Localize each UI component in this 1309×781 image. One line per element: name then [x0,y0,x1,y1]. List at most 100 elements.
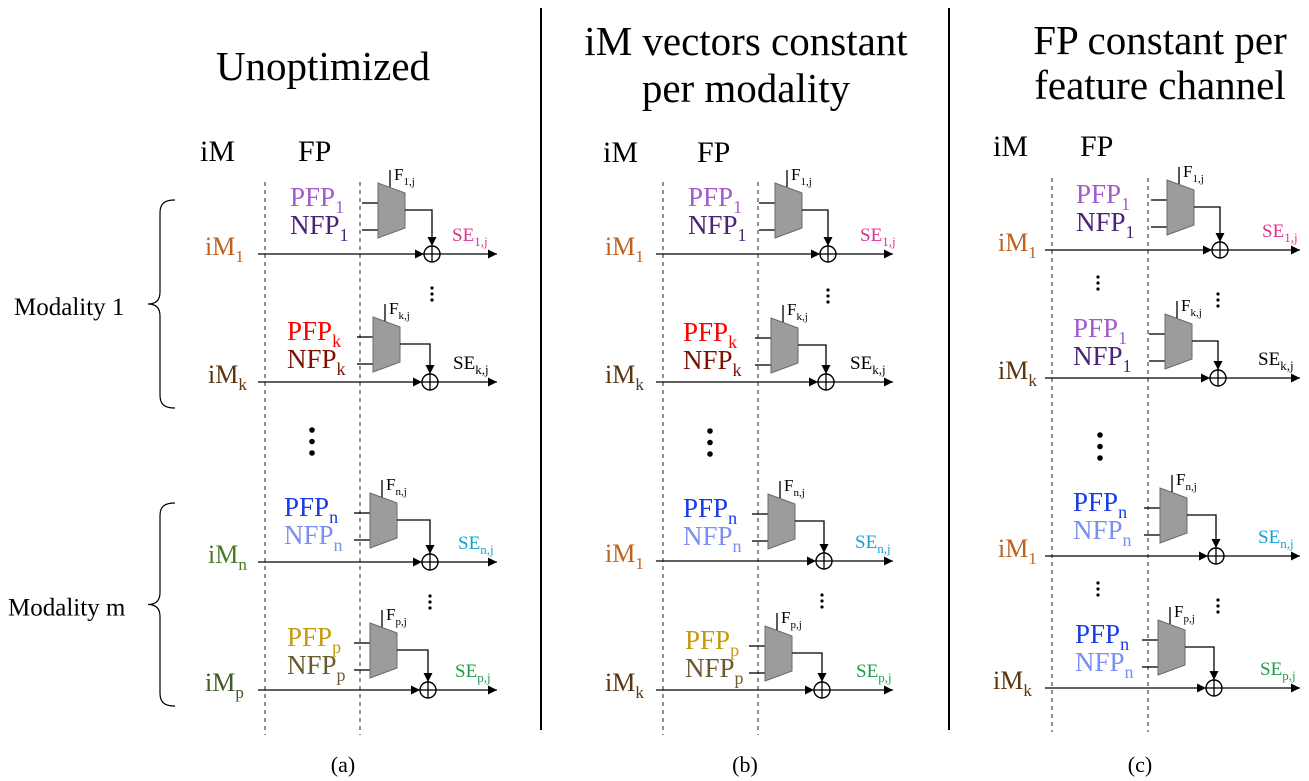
se-label-text: SE [860,225,882,246]
pfp-label-subscript: 1 [1121,194,1130,214]
se-label: SEk,j [1258,349,1294,373]
se-label-text: SE [458,533,480,554]
mux-output-arrow [1194,206,1225,242]
se-label-subscript: p,j [477,670,490,685]
modality-label: Modality 1 [14,294,124,321]
se-label-text: SE [1258,349,1280,370]
vertical-ellipsis-dot [309,438,315,445]
vertical-ellipsis-dot [309,450,315,456]
se-label: SE1,j [1262,221,1298,245]
modality-label: Modality m [8,595,126,622]
mux-symbol [1157,619,1186,676]
im-label-text: iM [993,666,1023,695]
panel-caption: (b) [732,752,758,777]
feature-label: F1,j [394,165,415,188]
feature-label: Fp,j [1174,602,1195,625]
panel-title: per modality [642,65,851,111]
nfp-label-subscript: 1 [340,225,349,245]
panel-title: iM vectors constant [584,18,908,64]
nfp-label-subscript: n [1123,530,1132,550]
se-label: SEk,j [850,353,886,377]
nfp-label: NFP1 [1076,207,1135,242]
feature-label-subscript: n,j [1185,481,1196,493]
se-label-text: SE [1260,659,1282,680]
nfp-label-text: NFP [1073,515,1123,545]
se-label-text: SE [856,661,878,682]
pfp-label: PFPn [683,493,737,528]
nfp-label-subscript: p [735,668,744,688]
small-ellipsis-dot [1216,292,1220,296]
pfp-label-text: PFP [688,182,733,212]
im-label-subscript: k [238,375,247,394]
pfp-label-subscript: k [728,332,737,352]
small-ellipsis-dot [1216,298,1220,302]
pfp-label: PFPn [1073,487,1127,522]
nfp-label-subscript: n [334,535,343,555]
mux-output-arrow [798,344,831,374]
feature-label-text: F [394,165,403,184]
small-ellipsis-dot [826,294,830,298]
feature-label: Fn,j [386,475,407,498]
small-ellipsis-dot [820,605,824,609]
mux-output-arrow [802,209,833,246]
nfp-label: NFPn [683,521,742,556]
mux-output-arrow [397,649,433,682]
feature-label-subscript: 1,j [403,176,414,188]
feature-label: Fk,j [1181,296,1202,319]
pfp-label: PFPp [685,625,739,660]
im-label-subscript: 1 [635,247,644,266]
im-label-subscript: k [635,375,644,394]
se-label-text: SE [453,353,475,374]
pfp-label-subscript: n [329,507,338,527]
nfp-label-text: NFP [683,521,733,551]
nfp-label-subscript: 1 [1123,356,1132,376]
im-label: iMp [205,668,244,702]
small-ellipsis-dot [826,288,830,292]
im-label-text: iM [208,360,238,389]
modality-brace [147,502,176,707]
small-ellipsis-dot [428,594,432,598]
small-ellipsis [820,593,824,609]
im-label-text: iM [998,356,1028,385]
im-label: iM1 [205,232,244,266]
mux-output-arrow [405,209,437,246]
im-label-subscript: n [238,555,247,574]
nfp-label: NFPn [1073,515,1132,550]
vertical-ellipsis-dot [707,439,713,446]
nfp-label-text: NFP [685,653,735,683]
pfp-label-subscript: n [1120,634,1129,654]
nfp-label-subscript: k [337,359,346,379]
im-label-text: iM [205,668,235,697]
small-ellipsis-dot [1216,304,1220,308]
feature-label: F1,j [791,165,812,188]
se-label: SEp,j [856,661,892,685]
small-ellipsis [826,288,830,304]
feature-label-text: F [389,299,398,318]
pfp-label: PFP1 [1076,179,1130,214]
mux-symbol [1164,313,1193,370]
small-ellipsis [1216,292,1220,308]
feature-label: F1,j [1183,162,1204,185]
small-ellipsis-dot [1096,287,1100,291]
small-ellipsis-dot [1096,587,1100,591]
panel-title: feature channel [1034,62,1286,108]
feature-label-subscript: k,j [796,311,807,323]
panel-caption: (c) [1128,752,1152,777]
mux-symbol [1166,179,1195,236]
small-ellipsis-dot [1216,598,1220,602]
pfp-label-text: PFP [290,182,335,212]
im-label-text: iM [998,228,1028,257]
se-label-subscript: p,j [1282,668,1295,683]
feature-label-subscript: p,j [395,616,406,628]
feature-label-subscript: 1,j [1192,173,1203,185]
panel-caption: (a) [331,752,355,777]
nfp-label-text: NFP [1076,207,1126,237]
mux-symbol [1159,487,1188,544]
pfp-label-subscript: n [728,508,737,528]
